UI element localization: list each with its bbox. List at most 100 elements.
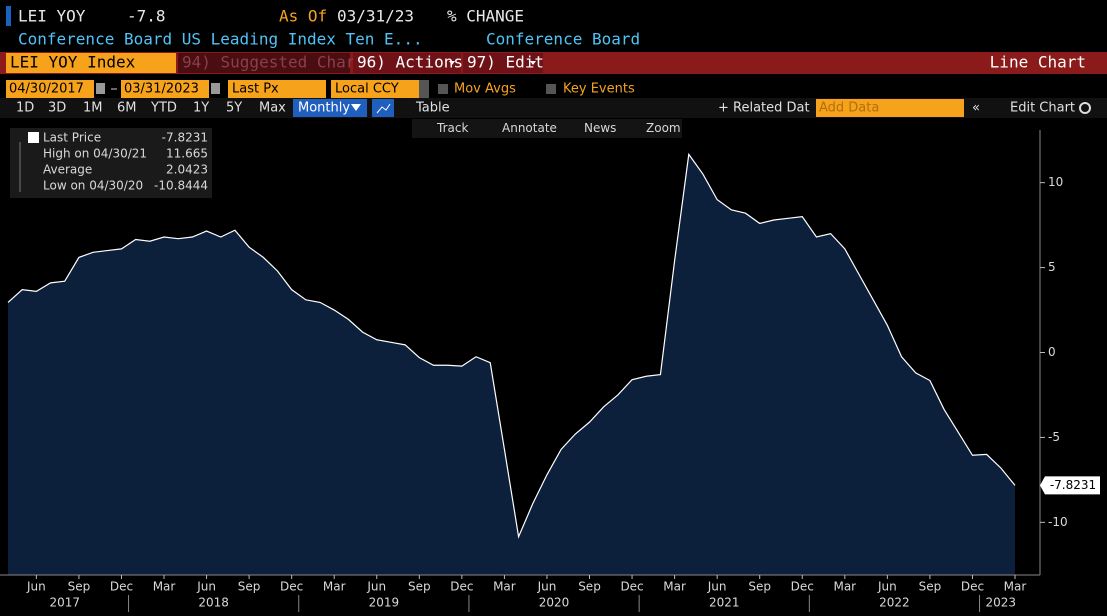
frequency[interactable]: Monthly <box>298 101 350 116</box>
y-tick-label: -10 <box>1048 515 1068 529</box>
x-tick-label: Jun <box>537 580 557 594</box>
period-button[interactable]: 1D <box>16 101 34 116</box>
legend-average-value: 2.0423 <box>166 163 208 177</box>
currency-box[interactable] <box>331 80 419 98</box>
year-label: 2019 <box>369 596 400 610</box>
table[interactable]: Table <box>415 101 450 116</box>
y-tick-label: -5 <box>1048 430 1060 444</box>
line <box>7 152 1016 539</box>
edit-chart[interactable]: Edit Chart <box>1010 101 1075 116</box>
x-tick-label: Jun <box>707 580 727 594</box>
related-data[interactable]: + Related Dat <box>718 101 810 116</box>
last-value: -7.8 <box>127 7 166 26</box>
x-tick-label: Sep <box>408 580 431 594</box>
tool-button[interactable]: Track <box>436 121 468 135</box>
last-value-label: -7.8231 <box>1050 478 1096 492</box>
x-tick-label: Jun <box>196 580 216 594</box>
dropdown-arrow <box>449 61 455 65</box>
year-label: 2021 <box>709 596 740 610</box>
x-tick-label: Mar <box>663 580 686 594</box>
actions[interactable]: 96) Actions <box>357 53 463 72</box>
y-tick-label: 5 <box>1048 260 1056 274</box>
y-tick-label: 10 <box>1048 175 1063 189</box>
currency-dropdown[interactable] <box>419 80 429 98</box>
chart-type: Line Chart <box>990 53 1086 72</box>
x-tick-label: Dec <box>961 580 984 594</box>
source: Conference Board <box>486 30 640 49</box>
tool-button[interactable]: News <box>584 121 616 135</box>
year-label: 2022 <box>879 596 910 610</box>
x-tick-label: Dec <box>280 580 303 594</box>
legend-low-label: Low on 04/30/20 <box>43 179 143 193</box>
period-button[interactable]: 5Y <box>226 101 242 116</box>
legend-average-label: Average <box>43 163 92 177</box>
ticker: LEI YOY <box>18 7 86 26</box>
currency[interactable]: Local CCY <box>335 82 399 97</box>
calendar-icon[interactable] <box>96 83 105 94</box>
start-date[interactable]: 04/30/2017 <box>9 82 84 97</box>
x-tick-label: Dec <box>620 580 643 594</box>
period-button[interactable]: 3D <box>48 101 66 116</box>
x-tick-label: Dec <box>110 580 133 594</box>
frequency-box[interactable] <box>293 99 367 117</box>
period-button[interactable]: YTD <box>150 101 177 116</box>
year-label: 2017 <box>49 596 80 610</box>
x-tick-label: Sep <box>578 580 601 594</box>
add-data[interactable]: Add Data <box>819 101 879 116</box>
dropdown-arrow <box>351 104 361 111</box>
field-box[interactable] <box>228 80 326 98</box>
period-button[interactable]: 1Y <box>193 101 209 116</box>
period-button[interactable]: 6M <box>117 101 137 116</box>
settings-icon[interactable] <box>1079 102 1091 114</box>
mov-avgs[interactable]: Mov Avgs <box>454 82 516 97</box>
actions-button[interactable] <box>353 53 461 73</box>
x-tick-label: Sep <box>238 580 261 594</box>
header-marker <box>6 6 11 26</box>
end-date[interactable]: 03/31/2023 <box>124 82 199 97</box>
edit-button[interactable] <box>463 53 543 73</box>
security-box[interactable] <box>6 53 176 73</box>
x-tick-label: Jun <box>26 580 46 594</box>
x-tick-label: Sep <box>748 580 771 594</box>
units: % CHANGE <box>447 7 524 26</box>
edit[interactable]: 97) Edit <box>467 53 544 72</box>
field[interactable]: Last Px <box>232 82 279 97</box>
x-tick-label: Sep <box>919 580 942 594</box>
legend-box <box>10 128 212 198</box>
last-value-tag <box>1040 476 1100 495</box>
legend-low-value: -10.8444 <box>154 179 208 193</box>
x-tick-label: Dec <box>791 580 814 594</box>
suggested[interactable]: 94) Suggested Charts <box>182 53 375 72</box>
y-tick-label: 0 <box>1048 345 1056 359</box>
tool-button[interactable]: Annotate <box>502 121 557 135</box>
start-date-box[interactable] <box>6 80 94 98</box>
x-tick-label: Jun <box>366 580 386 594</box>
x-tick-label: Sep <box>68 580 91 594</box>
period-button[interactable]: 1M <box>83 101 103 116</box>
x-tick-label: Dec <box>450 580 473 594</box>
add-data-box[interactable] <box>816 99 964 117</box>
period-button[interactable]: Max <box>259 101 286 116</box>
suggested-button[interactable] <box>178 53 350 73</box>
calendar-icon[interactable] <box>211 83 220 94</box>
end-date-box[interactable] <box>121 80 209 98</box>
tool-button[interactable]: Zoom <box>646 121 681 135</box>
legend-swatch <box>28 132 39 143</box>
dropdown-arrow <box>530 61 536 65</box>
legend-last-value: -7.8231 <box>162 131 208 145</box>
x-tick-label: Mar <box>323 580 346 594</box>
line-icon-glyph <box>376 103 391 114</box>
checkbox[interactable] <box>546 84 556 94</box>
x-tick-label: Mar <box>1004 580 1027 594</box>
area <box>8 154 1015 575</box>
year-label: 2020 <box>539 596 570 610</box>
x-tick-label: Jun <box>877 580 897 594</box>
description: Conference Board US Leading Index Ten E.… <box>18 30 423 49</box>
year-label: 2018 <box>198 596 229 610</box>
security[interactable]: LEI YOY Index <box>10 53 136 72</box>
collapse-icon[interactable]: « <box>972 101 980 116</box>
as-of-label: As Of <box>279 7 327 26</box>
key-events[interactable]: Key Events <box>563 82 635 97</box>
checkbox[interactable] <box>438 84 448 94</box>
